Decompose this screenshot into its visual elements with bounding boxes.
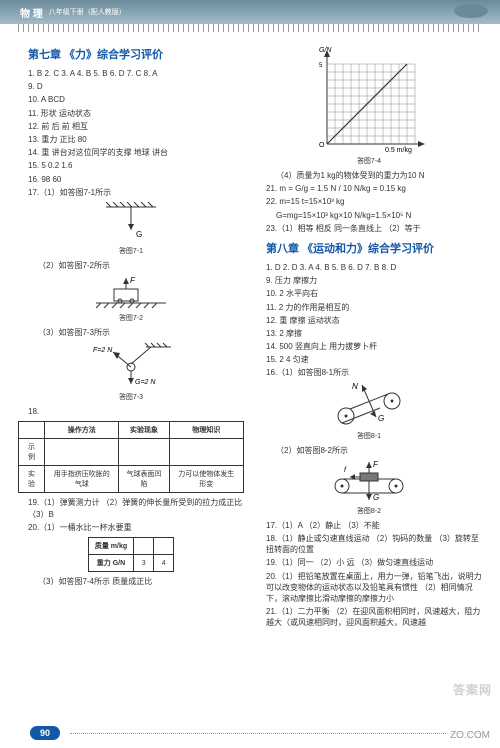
page-number: 90 [30,726,60,740]
cloud-icon [454,4,488,18]
answer-line: 11. 2 力的作用是相互的 [266,302,482,313]
svg-text:G/N: G/N [319,47,332,54]
answer-line: 19.（1）弹簧测力计 （2）弹簧的伸长量所受到的拉力成正比 （3）B [28,497,244,519]
answer-line: 11. 形状 运动状态 [28,108,244,119]
svg-text:G=2 N: G=2 N [135,379,156,386]
answer-line: （2）如答图8-2所示 [276,445,482,456]
answer-line: 14. 重 讲台对这位同学的支撑 地球 讲台 [28,147,244,158]
answer-line: 17.（1）如答图7-1所示 [28,187,244,198]
answer-line: 12. 前 后 前 相互 [28,121,244,132]
caption-8-2: 答图8-2 [256,506,482,516]
svg-text:F: F [130,276,136,285]
svg-text:5: 5 [319,63,323,69]
figure-7-3: F=2 N G=2 N [18,342,244,390]
answer-line: 14. 500 竖直向上 用力拔萝卜杆 [266,341,482,352]
answer-line: 12. 重 摩擦 运动状态 [266,315,482,326]
caption-7-1: 答图7-1 [18,246,244,256]
answer-line: 9. D [28,81,244,92]
answer-line: 18. [28,406,244,417]
answer-line: 19.（1）同一 （2）小 远 （3）做匀速直线运动 [266,557,482,568]
figure-7-4-graph: G/N O 5 0.5 m/kg [256,44,482,154]
header-title: 物 理 [20,5,43,20]
answer-line: 22. m=15 t=15×10³ kg [266,196,482,207]
header-subtitle: 八年级下册（配人教版） [49,7,126,17]
svg-text:O: O [319,142,325,149]
answer-line: （2）如答图7-2所示 [38,260,244,271]
answer-line: 17.（1）A （2）静止 （3）不能 [266,520,482,531]
answer-line: 13. 重力 正比 80 [28,134,244,145]
left-column: 第七章 《力》综合学习评价 1. B 2. C 3. A 4. B 5. B 6… [18,40,244,631]
svg-text:N: N [352,383,358,391]
figure-8-1: N G [256,383,482,429]
answer-line: 20.（1）把铅笔放置在桌面上，用力一弹，铅笔飞出，说明力可以改变物体的运动状态… [266,571,482,605]
answer-line: （3）如答图7-4所示 质量成正比 [38,576,244,587]
caption-7-2: 答图7-2 [18,313,244,323]
figure-8-2: F G f [256,460,482,504]
answer-line: 15. 2 4 匀速 [266,354,482,365]
caption-7-3: 答图7-3 [18,392,244,402]
answer-line: 1. D 2. D 3. A 4. B 5. B 6. D 7. B 8. D [266,262,482,273]
caption-7-4: 答图7-4 [256,156,482,166]
answer-line: 16.（1）如答图8-1所示 [266,367,482,378]
table-20: 质量 m/kg 重力 G/N34 [88,537,174,572]
answer-line: 21.（1）二力平衡 （2）在迎风面积相同时，风速越大，阻力越大（或风速相同时，… [266,606,482,628]
figure-7-2: F [18,275,244,311]
answer-line: （4）质量为1 kg的物体受到的重力为10 N [276,170,482,181]
svg-text:G: G [378,414,384,423]
answer-line: 9. 压力 摩擦力 [266,275,482,286]
right-column: G/N O 5 0.5 m/kg 答图7-4 （4）质量为1 kg的物体受到的重… [256,40,482,631]
ruler-decoration [18,24,482,32]
svg-text:G: G [136,230,142,239]
answer-line: 16. 98 60 [28,174,244,185]
chapter7-title: 第七章 《力》综合学习评价 [28,46,244,62]
answer-line: 18.（1）静止或匀速直线运动 （2）钩码的数量 （3）旋转至扭转面的位置 [266,533,482,555]
figure-7-1: G [18,202,244,244]
svg-text:F: F [373,460,379,469]
answer-line: 10. A BCD [28,94,244,105]
watermark-url: ZO.COM [446,729,494,742]
caption-8-1: 答图8-1 [256,431,482,441]
page-header: 物 理 八年级下册（配人教版） [0,0,500,24]
answer-line: 13. 2 摩擦 [266,328,482,339]
answer-line: 15. 5 0.2 1.6 [28,160,244,171]
page-footer-line [70,733,480,734]
page-content: 第七章 《力》综合学习评价 1. B 2. C 3. A 4. B 5. B 6… [0,32,500,631]
answer-line: （3）如答图7-3所示 [38,327,244,338]
chapter8-title: 第八章 《运动和力》综合学习评价 [266,240,482,256]
table-18: 操作方法实验现象物理知识 示例 实验用手指挤压吹胀的气球气球表面凹陷力可以使物体… [18,421,244,493]
svg-text:f: f [344,467,347,474]
watermark-text: 答案网 [453,681,492,698]
svg-text:F=2 N: F=2 N [93,347,113,354]
svg-text:0.5 m/kg: 0.5 m/kg [385,147,412,154]
answer-line: 1. B 2. C 3. A 4. B 5. B 6. D 7. C 8. A [28,68,244,79]
answer-line: G=mg=15×10³ kg×10 N/kg=1.5×10⁵ N [276,210,482,221]
answer-line: 20.（1）一桶水比一杯水要重 [28,522,244,533]
answer-line: 23.（1）相等 相反 同一条直线上 （2）等于 [266,223,482,234]
answer-line: 10. 2 水平向右 [266,288,482,299]
answer-line: 21. m = G/g = 1.5 N / 10 N/kg = 0.15 kg [266,183,482,194]
svg-text:G: G [373,493,379,502]
